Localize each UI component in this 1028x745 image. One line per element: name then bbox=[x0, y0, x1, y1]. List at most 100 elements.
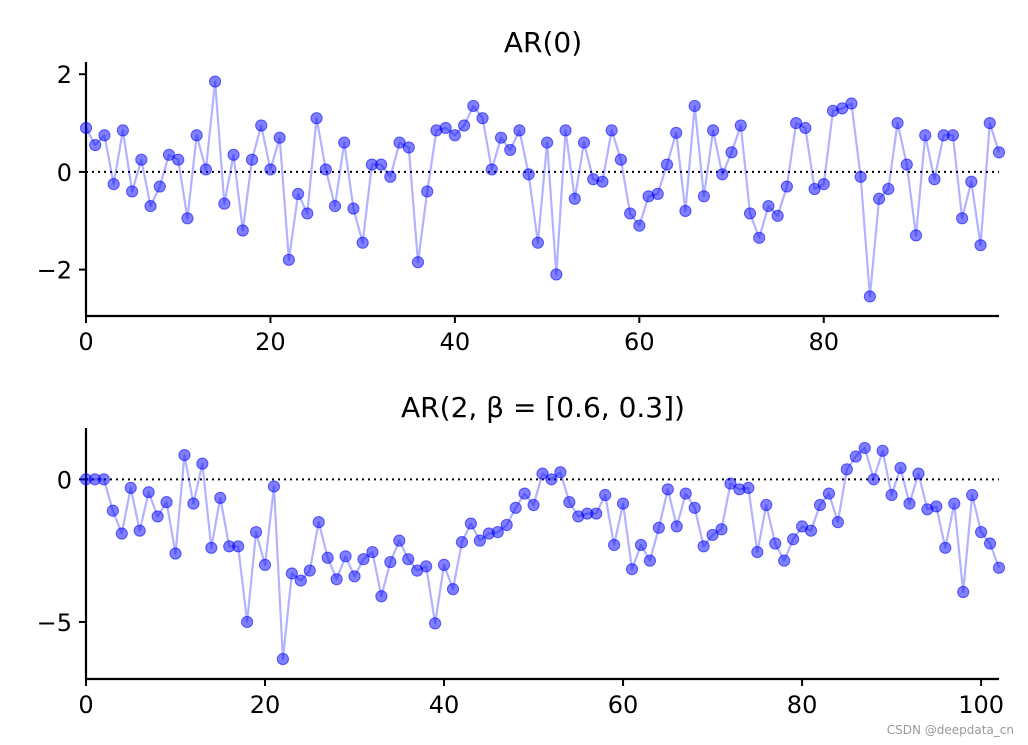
ar2-data-point bbox=[97, 473, 111, 486]
ar2-x-tick-label: 0 bbox=[78, 691, 93, 719]
ar2-data-point bbox=[939, 541, 952, 554]
ar2-data-point bbox=[751, 545, 764, 559]
ar2-data-point bbox=[214, 491, 227, 504]
ar0-x-tick-label: 0 bbox=[78, 328, 93, 356]
ar0-data-point bbox=[531, 236, 544, 249]
ar0-data-point bbox=[956, 212, 969, 225]
ar2-data-point bbox=[975, 526, 988, 539]
ar2-data-point bbox=[894, 461, 907, 475]
ar2-data-point bbox=[393, 534, 406, 547]
ar0-data-point bbox=[301, 207, 314, 220]
ar0-data-point bbox=[439, 121, 452, 135]
ar0-data-point bbox=[79, 121, 93, 135]
ar0-data-point bbox=[504, 143, 517, 157]
ar2-data-point bbox=[375, 590, 388, 603]
ar2-data-point bbox=[616, 497, 630, 510]
ar0-data-point bbox=[292, 187, 305, 200]
ar2-x-tick-label: 60 bbox=[608, 691, 639, 719]
ar2-data-point bbox=[769, 537, 782, 550]
ar2-data-point bbox=[249, 526, 263, 539]
ar0-data-point bbox=[448, 129, 461, 142]
ar2-x-tick-label: 40 bbox=[429, 691, 460, 719]
ar2-data-point bbox=[706, 528, 719, 542]
ar2-data-point bbox=[697, 540, 710, 553]
ar0-data-point bbox=[328, 200, 342, 213]
ar2-data-point bbox=[536, 467, 549, 480]
ar0-x-tick-label: 60 bbox=[624, 328, 655, 356]
ar0-data-point bbox=[716, 168, 729, 181]
ar0-data-point bbox=[273, 131, 286, 144]
ar0-chart-title: AR(0) bbox=[504, 26, 582, 59]
ar0-data-point bbox=[965, 175, 978, 188]
ar0-x-axis-ticks: 0 20 40 60 80 bbox=[78, 316, 839, 356]
ar2-data-point bbox=[966, 488, 979, 502]
ar2-data-point bbox=[634, 538, 648, 552]
ar0-data-point bbox=[845, 97, 858, 110]
ar0-data-point bbox=[282, 253, 295, 266]
ar0-data-point bbox=[89, 138, 102, 152]
ar0-data-point bbox=[660, 158, 674, 171]
ar0-data-point bbox=[679, 204, 692, 218]
ar2-x-tick-label: 20 bbox=[250, 691, 281, 719]
ar0-data-point bbox=[255, 119, 268, 132]
ar0-data-point bbox=[411, 256, 425, 269]
ar0-data-point bbox=[476, 112, 489, 125]
ar0-data-point bbox=[707, 124, 720, 137]
ar0-data-point bbox=[651, 187, 664, 200]
ar2-data-point bbox=[554, 466, 567, 479]
ar2-y-tick-label: 0 bbox=[57, 466, 72, 494]
ar0-series-points bbox=[79, 75, 1006, 303]
ar2-data-point bbox=[258, 558, 272, 572]
ar2-data-point bbox=[384, 555, 397, 569]
ar0-data-point bbox=[199, 163, 212, 176]
ar2-chart: AR(2, β = [0.6, 0.3]) 0 20 40 60 80 100 −5 0 bbox=[37, 391, 1006, 719]
ar0-y-axis-ticks: −2 0 2 bbox=[37, 61, 86, 285]
ar2-data-point bbox=[661, 483, 674, 496]
ar2-data-point bbox=[321, 551, 334, 564]
ar2-data-point bbox=[563, 496, 576, 509]
ar0-data-point bbox=[458, 119, 471, 132]
ar2-chart-title: AR(2, β = [0.6, 0.3]) bbox=[401, 391, 685, 424]
ar0-data-point bbox=[882, 182, 895, 196]
ar0-data-point bbox=[98, 129, 111, 142]
ar2-data-point bbox=[625, 563, 639, 576]
ar0-data-point bbox=[909, 229, 923, 242]
ar2-data-point bbox=[948, 497, 961, 510]
ar0-data-point bbox=[568, 192, 581, 205]
ar0-data-point bbox=[347, 202, 360, 215]
ar2-data-point bbox=[437, 558, 451, 572]
ar0-data-point bbox=[338, 136, 351, 149]
ar0-data-point bbox=[697, 190, 710, 203]
ar2-data-point bbox=[527, 498, 540, 512]
ar0-data-point bbox=[974, 239, 987, 252]
ar2-data-point bbox=[151, 510, 164, 523]
ar2-data-point bbox=[912, 467, 925, 480]
ar0-data-point bbox=[559, 124, 572, 137]
ar0-data-point bbox=[928, 173, 941, 186]
ar2-data-point bbox=[205, 541, 218, 554]
ar0-data-point bbox=[891, 116, 904, 130]
ar0-data-point bbox=[799, 121, 812, 135]
ar0-data-point bbox=[596, 175, 609, 188]
ar0-data-point bbox=[236, 224, 249, 237]
ar2-data-point bbox=[760, 498, 773, 512]
ar2-data-point bbox=[187, 497, 200, 510]
ar2-data-point bbox=[724, 477, 737, 490]
ar2-data-point bbox=[491, 526, 504, 539]
ar2-data-point bbox=[992, 561, 1006, 574]
ar2-data-point bbox=[822, 487, 836, 500]
ar2-data-point bbox=[652, 521, 665, 534]
ar2-data-point bbox=[983, 537, 997, 550]
ar0-data-point bbox=[780, 180, 793, 193]
ar0-data-point bbox=[771, 209, 784, 222]
ar2-data-point bbox=[169, 547, 182, 560]
ar2-data-point bbox=[267, 480, 281, 493]
ar2-data-point bbox=[840, 463, 853, 476]
ar0-data-point bbox=[494, 131, 508, 144]
ar0-data-point bbox=[946, 129, 959, 142]
ar2-data-point bbox=[545, 473, 558, 486]
ar2-data-point bbox=[106, 504, 119, 517]
ar0-data-point bbox=[854, 170, 867, 183]
